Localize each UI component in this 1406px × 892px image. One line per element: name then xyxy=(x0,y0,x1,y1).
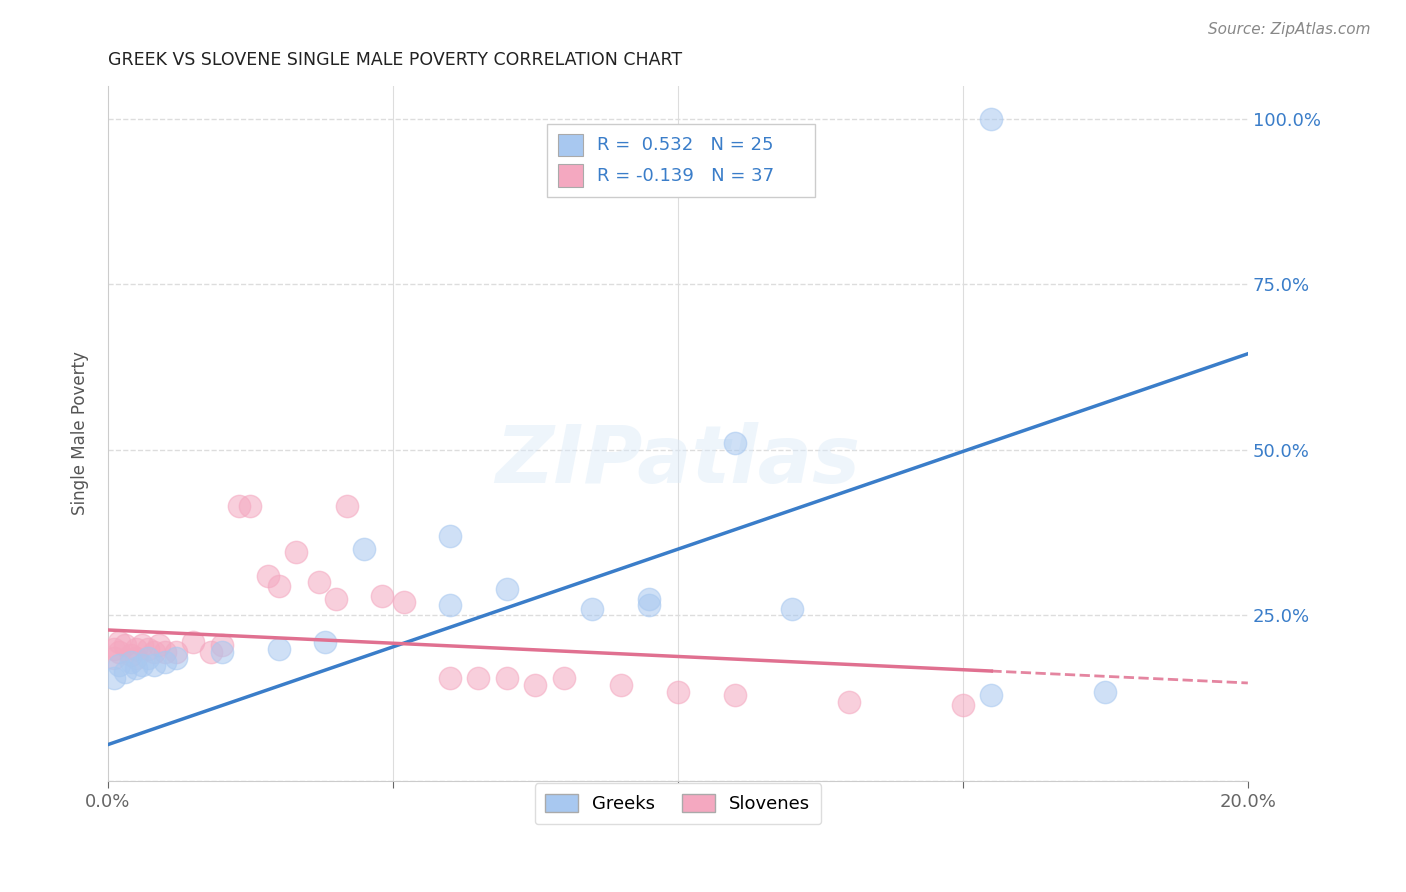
Point xyxy=(610,678,633,692)
Y-axis label: Single Male Poverty: Single Male Poverty xyxy=(72,351,89,516)
Point xyxy=(336,499,359,513)
Point xyxy=(153,655,176,669)
Point xyxy=(439,599,461,613)
Point xyxy=(496,671,519,685)
Point xyxy=(638,591,661,606)
Point xyxy=(325,591,347,606)
Point xyxy=(125,651,148,665)
Point xyxy=(103,641,125,656)
Point xyxy=(239,499,262,513)
Point xyxy=(136,641,159,656)
Point xyxy=(131,658,153,673)
Point xyxy=(467,671,489,685)
Point xyxy=(114,665,136,679)
Text: GREEK VS SLOVENE SINGLE MALE POVERTY CORRELATION CHART: GREEK VS SLOVENE SINGLE MALE POVERTY COR… xyxy=(108,51,682,69)
Point xyxy=(120,648,142,662)
Point xyxy=(724,436,747,450)
Point xyxy=(256,568,278,582)
Point xyxy=(308,575,330,590)
Point xyxy=(952,698,974,712)
Point xyxy=(228,499,250,513)
Text: Source: ZipAtlas.com: Source: ZipAtlas.com xyxy=(1208,22,1371,37)
Point xyxy=(980,112,1002,126)
Point xyxy=(1094,684,1116,698)
Point xyxy=(153,645,176,659)
Point xyxy=(165,651,187,665)
Point xyxy=(353,542,375,557)
Point xyxy=(103,651,125,665)
Point xyxy=(439,671,461,685)
Point xyxy=(142,658,165,673)
Point xyxy=(394,595,416,609)
Point xyxy=(108,635,131,649)
Point xyxy=(780,601,803,615)
FancyBboxPatch shape xyxy=(547,124,814,197)
Point xyxy=(131,638,153,652)
Point xyxy=(103,671,125,685)
Point xyxy=(211,645,233,659)
Point xyxy=(200,645,222,659)
Point xyxy=(980,688,1002,702)
Point xyxy=(148,638,170,652)
Point xyxy=(838,694,860,708)
Point xyxy=(142,645,165,659)
Point xyxy=(136,651,159,665)
Point xyxy=(211,638,233,652)
Point xyxy=(108,645,131,659)
Point xyxy=(125,661,148,675)
Text: R =  0.532   N = 25: R = 0.532 N = 25 xyxy=(598,136,773,154)
Point xyxy=(553,671,575,685)
Point xyxy=(314,635,336,649)
Point xyxy=(267,641,290,656)
Point xyxy=(666,684,689,698)
Legend: Greeks, Slovenes: Greeks, Slovenes xyxy=(534,783,821,824)
FancyBboxPatch shape xyxy=(558,134,583,156)
Point xyxy=(165,645,187,659)
Text: ZIPatlas: ZIPatlas xyxy=(495,422,860,500)
Point xyxy=(285,545,308,559)
Point xyxy=(120,655,142,669)
Point xyxy=(581,601,603,615)
Point xyxy=(524,678,547,692)
Point xyxy=(183,635,205,649)
FancyBboxPatch shape xyxy=(558,164,583,187)
Point xyxy=(638,599,661,613)
Point xyxy=(724,688,747,702)
Point xyxy=(370,589,392,603)
Point xyxy=(125,641,148,656)
Point xyxy=(439,529,461,543)
Point xyxy=(496,582,519,596)
Point xyxy=(114,638,136,652)
Point xyxy=(267,578,290,592)
Text: R = -0.139   N = 37: R = -0.139 N = 37 xyxy=(598,167,775,185)
Point xyxy=(108,658,131,673)
